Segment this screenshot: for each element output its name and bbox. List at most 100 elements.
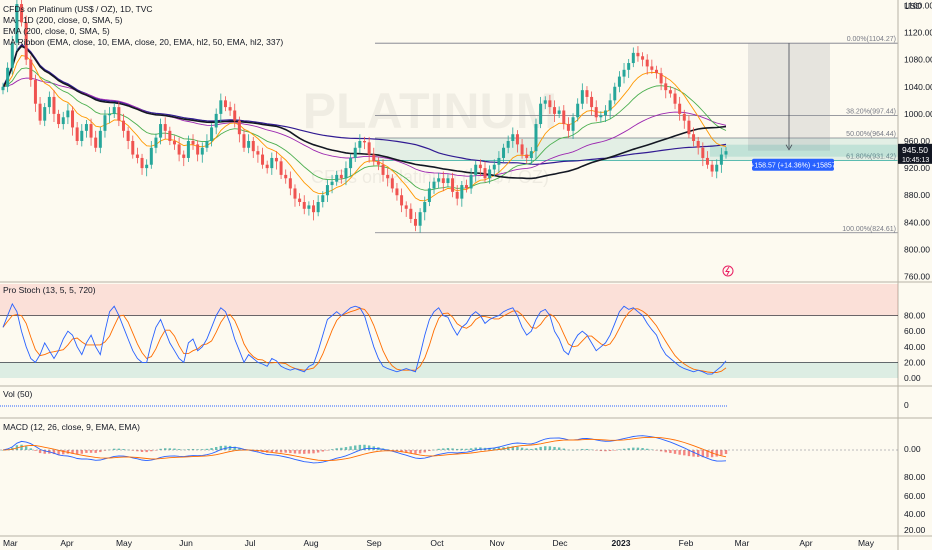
- fib-zone: [375, 137, 898, 161]
- projection-entry-band: [710, 144, 898, 157]
- macd-signal-line: [2, 436, 727, 462]
- candle-body: [446, 178, 450, 184]
- candle-body: [682, 113, 686, 121]
- candle-body: [57, 113, 61, 125]
- macd-histogram-bar: [335, 448, 338, 450]
- candle-body: [33, 79, 37, 104]
- macd-pane[interactable]: [0, 435, 898, 464]
- legend-title[interactable]: CFDs on Platinum (US$ / OZ), 1D, TVC: [3, 4, 153, 14]
- macd-histogram-bar: [326, 450, 329, 451]
- legend-ema[interactable]: EMA (200, close, 0, SMA, 5): [3, 26, 110, 36]
- alert-icon[interactable]: [722, 265, 734, 277]
- legend-ma[interactable]: MA - 1D (200, close, 0, SMA, 5): [3, 15, 123, 25]
- macd-histogram-bar: [182, 449, 185, 451]
- fibonacci-retracement[interactable]: 0.00%(1104.27) 38.20%(997.44) 50.00%(964.4…: [375, 36, 898, 234]
- legend-macd[interactable]: MACD (12, 26, close, 9, EMA, EMA): [3, 422, 140, 432]
- macd-histogram-bar: [52, 450, 56, 455]
- macd-histogram-bar: [520, 447, 524, 450]
- long-position-projection[interactable]: +158.57 (+14.36%) +15857: [710, 43, 898, 171]
- candle-body: [631, 52, 635, 64]
- candle-body: [525, 154, 529, 158]
- candle-body: [61, 117, 65, 125]
- macd-axis-tick: 60.00: [904, 491, 926, 501]
- price-axis[interactable]: 1160.00 1120.00 1080.00 1040.00 1000.00 960.0…: [898, 0, 932, 282]
- candle-body: [293, 188, 297, 199]
- macd-histogram-bar: [432, 449, 436, 451]
- candle-body: [145, 164, 149, 169]
- macd-histogram-bar: [687, 450, 691, 457]
- macd-histogram-bar: [474, 447, 477, 450]
- legend-ma-ribbon[interactable]: MA Ribbon (EMA, close, 10, EMA, close, 2…: [3, 37, 283, 47]
- candle-body: [483, 168, 487, 179]
- macd-histogram-bar: [164, 448, 167, 450]
- macd-histogram-bar: [683, 450, 686, 456]
- candle-body: [6, 67, 10, 87]
- candle-body: [604, 110, 607, 116]
- macd-histogram-bar: [303, 450, 306, 454]
- legend-stoch[interactable]: Pro Stoch (13, 5, 5, 720): [3, 285, 96, 295]
- candle-body: [149, 147, 153, 165]
- candle-body: [210, 127, 214, 141]
- candle-body: [71, 110, 75, 128]
- price-tick-label: 760.00: [904, 272, 930, 282]
- macd-histogram-bar: [525, 448, 528, 450]
- macd-histogram-bar: [590, 449, 593, 451]
- macd-histogram-bar: [618, 449, 621, 450]
- candle-body: [200, 147, 204, 155]
- candle-body: [196, 144, 200, 155]
- macd-histogram-bar: [423, 450, 426, 453]
- macd-histogram-bar: [664, 450, 667, 453]
- macd-histogram-bar: [659, 450, 663, 452]
- time-tick-label: Sep: [366, 538, 381, 548]
- candle-body: [423, 202, 427, 213]
- macd-line: [2, 435, 727, 464]
- candle-body: [451, 178, 455, 192]
- stoch-d-line: [2, 307, 727, 373]
- current-price-tag[interactable]: [898, 143, 932, 164]
- candle-body: [339, 174, 343, 179]
- price-pane[interactable]: [0, 0, 898, 282]
- candle-body: [284, 174, 288, 179]
- macd-histogram-bar: [270, 450, 274, 453]
- candle-body: [566, 124, 570, 131]
- time-axis[interactable]: Mar Apr May Jun Jul Aug Sep Oct Nov Dec 2023 Feb Mar…: [3, 538, 875, 548]
- candle-body: [548, 100, 552, 108]
- macd-histogram-bar: [349, 446, 352, 450]
- candle-body: [122, 120, 125, 131]
- projection-label-box[interactable]: [752, 158, 834, 171]
- stoch-oversold-zone: [0, 362, 898, 378]
- macd-histogram-bar: [1, 450, 5, 451]
- price-tick-label: 1000.00: [904, 109, 932, 119]
- macd-histogram-bar: [80, 450, 83, 454]
- candle-body: [237, 120, 241, 135]
- macd-histogram-bar: [210, 448, 213, 450]
- candle-body: [261, 154, 265, 165]
- stoch-overbought-zone: [0, 284, 898, 316]
- candle-body: [376, 161, 380, 165]
- macd-histogram-bar: [187, 449, 190, 450]
- macd-histogram-bar: [650, 449, 654, 451]
- candle-body: [692, 134, 696, 141]
- stochastic-pane[interactable]: 80.00 60.00 40.00 20.00 0.00: [0, 284, 926, 383]
- macd-histogram-bar: [696, 450, 700, 457]
- candle-body: [270, 157, 274, 169]
- candle-body: [557, 110, 561, 114]
- currency-label: USD: [904, 1, 922, 11]
- stoch-k-line: [2, 302, 727, 375]
- legend-volume[interactable]: Vol (50): [3, 389, 32, 399]
- candle-body: [24, 22, 28, 60]
- candle-body: [80, 130, 84, 141]
- candle-body: [460, 185, 464, 199]
- candle-body: [562, 110, 566, 125]
- stoch-tick-label: 0.00: [904, 373, 921, 383]
- macd-histogram-bar: [57, 450, 60, 455]
- ma-200-line: [2, 45, 727, 180]
- macd-histogram-bar: [24, 446, 28, 450]
- fib-level-label: 50.00%(964.44): [846, 131, 896, 138]
- macd-histogram-bar: [173, 448, 176, 450]
- candle-body: [214, 113, 218, 128]
- candle-body: [696, 141, 700, 148]
- macd-axis-tick: 0.00: [904, 444, 921, 454]
- macd-histogram-bar: [465, 448, 468, 450]
